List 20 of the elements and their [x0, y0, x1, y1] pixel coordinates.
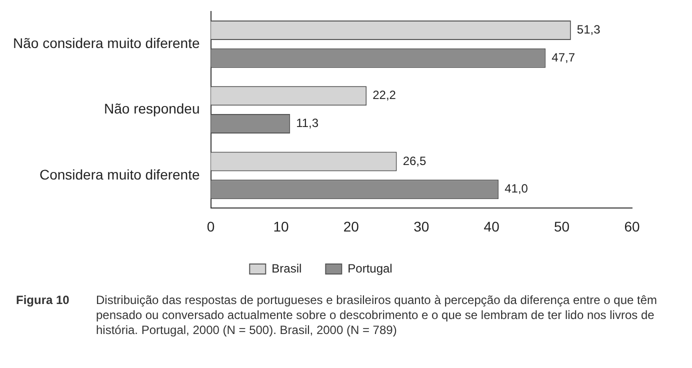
data-label: 41,0 [504, 182, 528, 196]
x-tick-label: 40 [484, 218, 500, 234]
text: Distribuição das respostas de portugueses e brasileiros quanto à percepção da diferença entre o que têm pensado ou conversado actualmente sobre o descobrimento e o que se lembram de ter lido nos livros de história. Portugal, 2000 (N = 500). Brasil, 2000 (N = 789) [96, 293, 658, 338]
y-tick-label: Considera muito diferente [39, 166, 200, 182]
x-tick-label: 60 [624, 218, 640, 234]
text: Figura 10 [16, 293, 70, 309]
data-label: 26,5 [402, 154, 426, 168]
data-label: 11,3 [296, 116, 319, 130]
legend-label: Portugal [348, 261, 392, 276]
x-tick-label: 10 [273, 218, 289, 234]
legend-label: Brasil [272, 261, 302, 276]
data-label: 51,3 [576, 22, 601, 37]
x-tick-label: 0 [206, 218, 215, 234]
y-tick-label: Não respondeu [104, 100, 200, 117]
data-label: 22,2 [372, 88, 396, 102]
y-tick-label: Não considera muito diferente [12, 35, 200, 52]
x-tick-label: 50 [554, 218, 570, 234]
data-label: 47,7 [552, 50, 576, 64]
x-tick-label: 20 [343, 218, 360, 234]
x-tick-label: 30 [414, 218, 430, 234]
